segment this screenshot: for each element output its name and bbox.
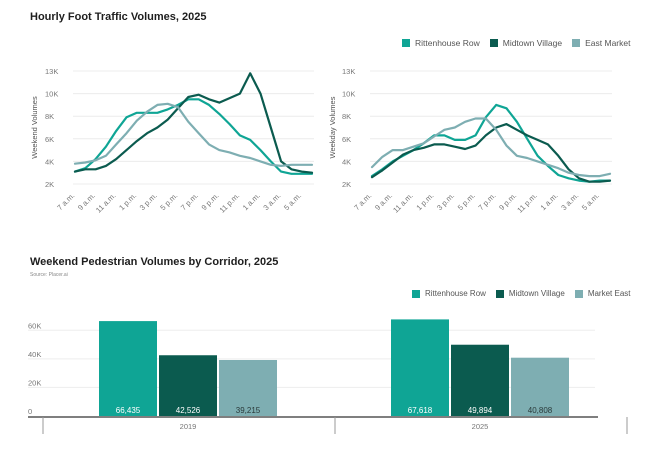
x-tick-label: 1 a.m. [539,191,560,212]
legend-item-midtown-village: Midtown Village [495,289,565,298]
bar-value-label: 66,435 [116,406,141,415]
bar-legend: Rittenhouse Row Midtown Village Market E… [412,289,631,298]
series-line-midtown-village [73,72,314,174]
x-tick-label: 5 a.m. [282,191,303,212]
series-line-rittenhouse-row [73,98,314,175]
y-tick-label: 8K [45,112,54,121]
series-line-midtown-village [370,122,612,183]
x-tick-label: 3 a.m. [261,191,282,212]
bar-value-label: 49,894 [468,406,493,415]
legend-item-east-market: East Market [572,38,630,48]
y-axis-label: Weekend Volumes [30,96,39,159]
legend-label: Rittenhouse Row [415,38,480,48]
y-tick-label: 8K [342,112,351,121]
legend-swatch [402,39,410,47]
legend-label: Rittenhouse Row [425,289,486,298]
x-category-label: 2019 [180,422,197,431]
legend-swatch [412,289,420,298]
legend-swatch [574,289,583,298]
bar-value-label: 40,808 [528,406,553,415]
legend-swatch [495,289,504,298]
bar-value-label: 67,618 [408,406,433,415]
x-tick-label: 1 a.m. [241,191,262,212]
y-tick-label: 4K [342,157,351,166]
y-tick-label: 40K [28,350,41,359]
x-tick-label: 11 a.m. [391,191,415,215]
x-tick-label: 1 p.m. [117,191,138,212]
x-tick-label: 5 p.m. [158,191,179,212]
legend-item-rittenhouse-row: Rittenhouse Row [412,289,486,298]
x-tick-label: 3 a.m. [559,191,580,212]
x-tick-label: 3 p.m. [138,191,159,212]
y-tick-label: 6K [342,135,351,144]
legend-label: Midtown Village [502,38,563,48]
x-tick-label: 5 a.m. [580,191,601,212]
y-tick-label: 10K [45,90,58,99]
y-tick-label: 2K [45,180,54,189]
bar-value-label: 39,215 [236,406,261,415]
y-tick-label: 6K [45,135,54,144]
bar-midtown-village-2025 [451,344,509,416]
series-line-east-market [370,117,612,178]
bar-value-label: 42,526 [176,406,201,415]
y-tick-label: 60K [28,321,41,330]
legend-swatch [489,39,498,47]
legend-label: Market East [587,289,631,298]
x-tick-label: 3 p.m. [435,191,456,212]
x-tick-label: 7 p.m. [179,191,200,212]
x-tick-label: 5 p.m. [456,191,477,212]
y-tick-label: 13K [45,67,58,76]
x-tick-label: 11 a.m. [94,191,118,215]
y-axis-label: Weekday Volumes [328,96,337,158]
x-tick-label: 7 a.m. [352,191,373,212]
legend-label: Midtown Village [508,289,565,298]
bar-rittenhouse-row-2019 [99,321,157,416]
x-tick-label: 1 p.m. [414,191,435,212]
x-tick-label: 7 a.m. [55,191,76,212]
line-legend: Rittenhouse Row Midtown Village East Mar… [402,38,630,48]
x-tick-label: 11 p.m. [515,191,539,215]
x-tick-label: 11 p.m. [218,191,242,215]
bar-market-east-2019 [219,359,277,416]
y-tick-label: 10K [342,90,355,99]
y-tick-label: 13K [342,67,355,76]
x-category-label: 2025 [472,422,489,431]
legend-item-market-east: Market East [574,289,631,298]
bar-section-title: Weekend Pedestrian Volumes by Corridor, … [30,256,279,268]
legend-swatch [572,39,581,47]
legend-item-midtown-village: Midtown Village [489,38,563,48]
y-tick-label: 2K [342,180,351,189]
bar-source-note: Source: Placer.ai [30,272,68,278]
y-tick-label: 4K [45,157,54,166]
series-line-east-market [73,102,314,167]
y-tick-label: 0 [28,407,32,416]
bar-market-east-2025 [511,357,569,416]
legend-item-rittenhouse-row: Rittenhouse Row [402,38,480,48]
bar-midtown-village-2019 [159,355,217,416]
line-section-title: Hourly Foot Traffic Volumes, 2025 [30,11,207,23]
bar-rittenhouse-row-2025 [391,319,449,416]
legend-label: East Market [585,38,631,48]
y-tick-label: 20K [28,378,41,387]
x-tick-label: 7 p.m. [476,191,497,212]
